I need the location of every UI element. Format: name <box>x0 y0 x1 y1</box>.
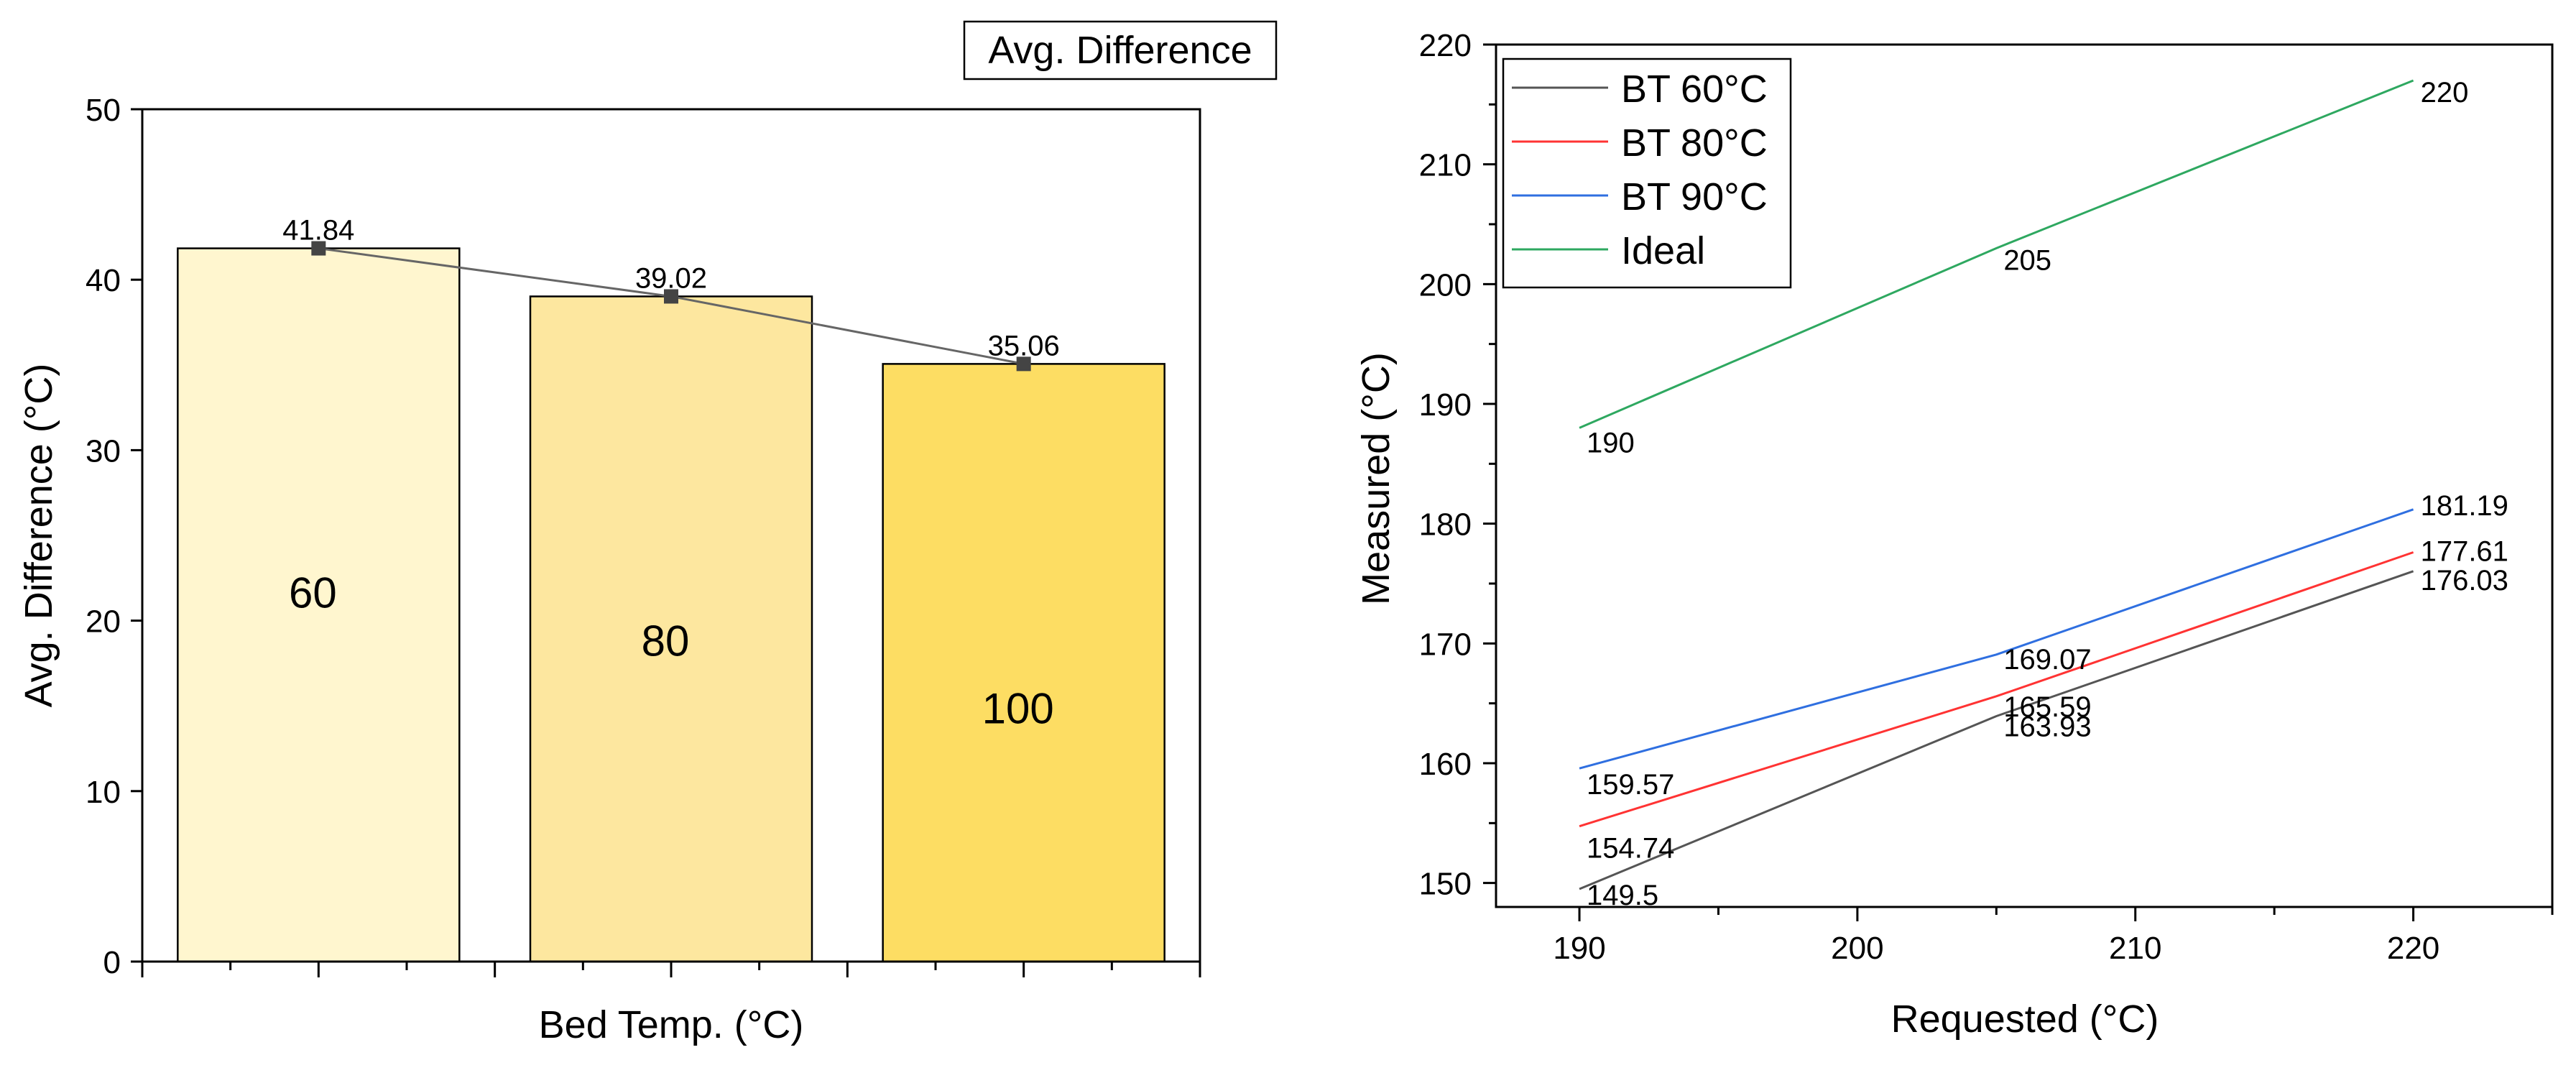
data-label: 220 <box>2421 77 2469 109</box>
legend-label: BT 60°C <box>1621 68 1768 111</box>
plot-frame <box>1495 43 2554 908</box>
avg-marker <box>1016 356 1031 372</box>
y-tick-label: 50 <box>86 93 121 128</box>
data-label: 41.84 <box>282 215 354 247</box>
x-tick-label: 190 <box>1553 931 1605 966</box>
y-axis-ticks: 0 10 20 30 40 50 <box>86 93 142 980</box>
line-chart: 149.5163.93176.03154.74165.59177.61159.5… <box>1354 28 2554 1041</box>
y-tick-label: 20 <box>86 604 121 640</box>
legend-label: Avg. Difference <box>988 29 1252 72</box>
bar <box>177 247 461 963</box>
y-axis-title: Avg. Difference (°C) <box>17 364 60 708</box>
data-label: 39.02 <box>635 262 707 294</box>
point-labels-layer: 149.5163.93176.03154.74165.59177.61159.5… <box>1587 77 2508 911</box>
data-label: 205 <box>2003 244 2051 276</box>
value-labels-layer: 60 41.84 80 39.02 100 35.06 <box>282 215 1059 733</box>
y-tick-label: 160 <box>1419 747 1472 782</box>
data-label: 176.03 <box>2421 565 2508 596</box>
y-tick-label: 40 <box>86 263 121 298</box>
legend-label: BT 80°C <box>1621 121 1768 165</box>
x-axis-ticks: 190 200 210 220 <box>1553 907 2554 966</box>
series-lines-layer <box>1579 79 2414 890</box>
x-axis-title: Bed Temp. (°C) <box>539 1003 804 1046</box>
y-axis-title: Measured (°C) <box>1354 352 1398 605</box>
bar-category-label: 80 <box>642 617 690 665</box>
data-label: 190 <box>1587 427 1635 459</box>
bar-category-label: 60 <box>289 569 337 617</box>
legend-label: Ideal <box>1621 229 1705 272</box>
x-tick-label: 210 <box>2109 931 2161 966</box>
avg-marker <box>664 289 678 304</box>
y-tick-label: 180 <box>1419 507 1472 543</box>
y-tick-label: 0 <box>103 945 121 980</box>
x-tick-label: 200 <box>1831 931 1883 966</box>
data-label: 154.74 <box>1587 833 1674 865</box>
y-tick-label: 170 <box>1419 627 1472 662</box>
x-axis-ticks <box>141 962 1201 977</box>
legend: Avg. Difference <box>963 20 1278 80</box>
y-tick-label: 30 <box>86 433 121 469</box>
data-label: 165.59 <box>2003 691 2091 723</box>
bar-chart: 60 41.84 80 39.02 100 35.06 0 10 20 30 40 50 Avg. … <box>17 20 1278 1046</box>
data-label: 169.07 <box>2003 644 2091 676</box>
data-label: 159.57 <box>1587 769 1674 801</box>
bar <box>882 363 1165 963</box>
series-line <box>1579 570 2414 890</box>
x-tick-label: 220 <box>2387 931 2439 966</box>
y-tick-label: 200 <box>1419 267 1472 303</box>
y-tick-label: 10 <box>86 775 121 810</box>
series-line <box>1579 508 2414 770</box>
avg-marker <box>311 241 326 256</box>
legend-box <box>963 20 1278 80</box>
y-tick-label: 150 <box>1419 867 1472 902</box>
data-label: 177.61 <box>2421 536 2508 568</box>
series-line <box>1579 79 2414 429</box>
y-axis-ticks: 150 160 170 180 190 200 210 220 <box>1419 28 1496 902</box>
y-tick-label: 190 <box>1419 387 1472 423</box>
y-tick-label: 220 <box>1419 28 1472 63</box>
legend: BT 60°C BT 80°C BT 90°C Ideal <box>1502 57 1792 289</box>
bar <box>529 295 813 963</box>
y-tick-label: 210 <box>1419 148 1472 183</box>
legend-label: BT 90°C <box>1621 175 1768 218</box>
series-line <box>1579 551 2414 828</box>
x-axis-title: Requested (°C) <box>1891 998 2159 1041</box>
data-label: 181.19 <box>2421 490 2508 522</box>
data-label: 35.06 <box>988 330 1060 361</box>
data-label: 163.93 <box>2003 711 2091 743</box>
bar-category-label: 100 <box>982 684 1054 732</box>
avg-line-layer <box>311 241 1031 372</box>
